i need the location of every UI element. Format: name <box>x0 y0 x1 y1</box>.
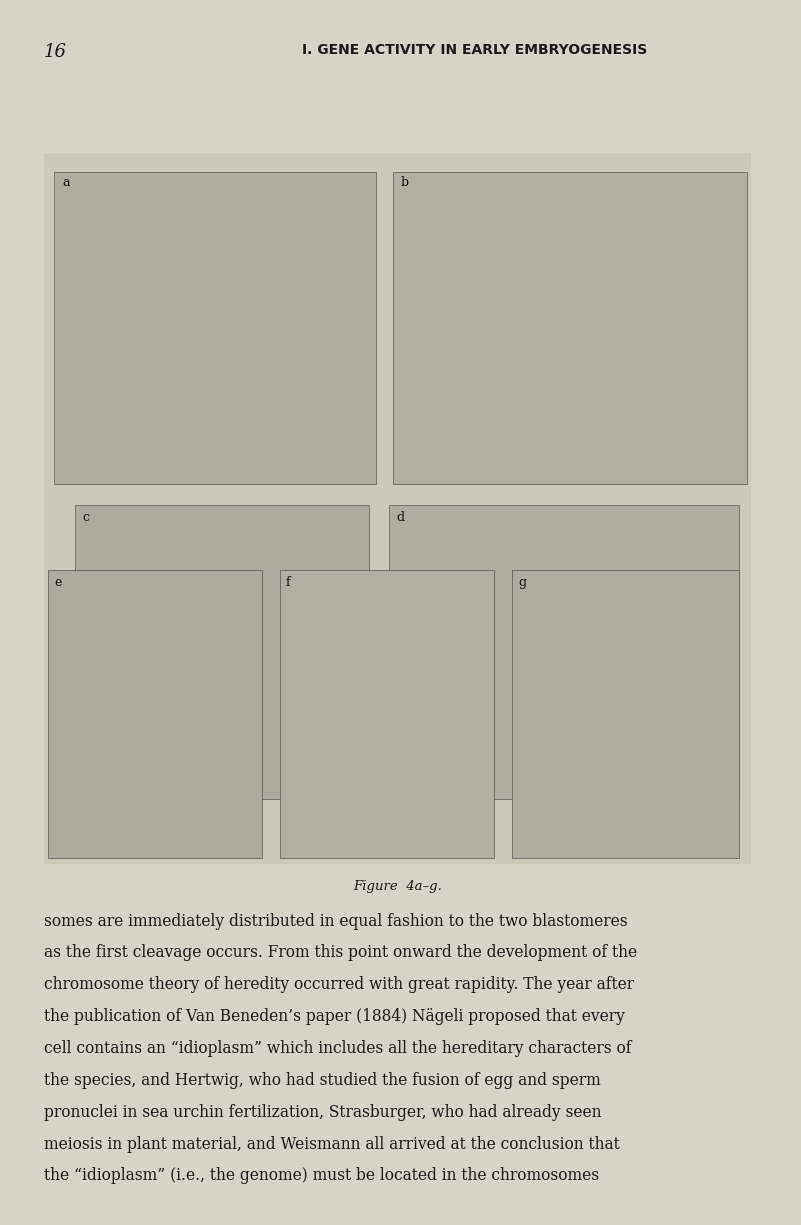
Text: somes are immediately distributed in equal fashion to the two blastomeres: somes are immediately distributed in equ… <box>44 913 627 930</box>
Bar <box>48 570 262 858</box>
Bar <box>280 570 494 858</box>
Text: b: b <box>400 176 409 190</box>
Bar <box>75 505 369 799</box>
Text: chromosome theory of heredity occurred with great rapidity. The year after: chromosome theory of heredity occurred w… <box>44 976 634 993</box>
Bar <box>513 570 739 858</box>
Text: c: c <box>83 511 90 524</box>
Text: 16: 16 <box>44 43 66 61</box>
Text: meiosis in plant material, and Weismann all arrived at the conclusion that: meiosis in plant material, and Weismann … <box>44 1136 619 1153</box>
Text: Figure  4a–g.: Figure 4a–g. <box>352 880 441 893</box>
Text: as the first cleavage occurs. From this point onward the development of the: as the first cleavage occurs. From this … <box>44 944 637 962</box>
Text: g: g <box>519 576 527 589</box>
Text: d: d <box>396 511 405 524</box>
Text: the species, and Hertwig, who had studied the fusion of egg and sperm: the species, and Hertwig, who had studie… <box>44 1072 601 1089</box>
Text: pronuclei in sea urchin fertilization, Strasburger, who had already seen: pronuclei in sea urchin fertilization, S… <box>44 1104 602 1121</box>
Bar <box>44 153 751 864</box>
Text: the “idioplasm” (i.e., the genome) must be located in the chromosomes: the “idioplasm” (i.e., the genome) must … <box>44 1167 599 1185</box>
Text: f: f <box>286 576 291 589</box>
Bar <box>389 505 739 799</box>
Bar <box>54 172 376 484</box>
Text: cell contains an “idioplasm” which includes all the hereditary characters of: cell contains an “idioplasm” which inclu… <box>44 1040 631 1057</box>
Bar <box>393 172 747 484</box>
Text: e: e <box>54 576 62 589</box>
Text: the publication of Van Beneden’s paper (1884) Nägeli proposed that every: the publication of Van Beneden’s paper (… <box>44 1008 625 1025</box>
Text: I. GENE ACTIVITY IN EARLY EMBRYOGENESIS: I. GENE ACTIVITY IN EARLY EMBRYOGENESIS <box>302 43 647 56</box>
Text: a: a <box>62 176 70 190</box>
